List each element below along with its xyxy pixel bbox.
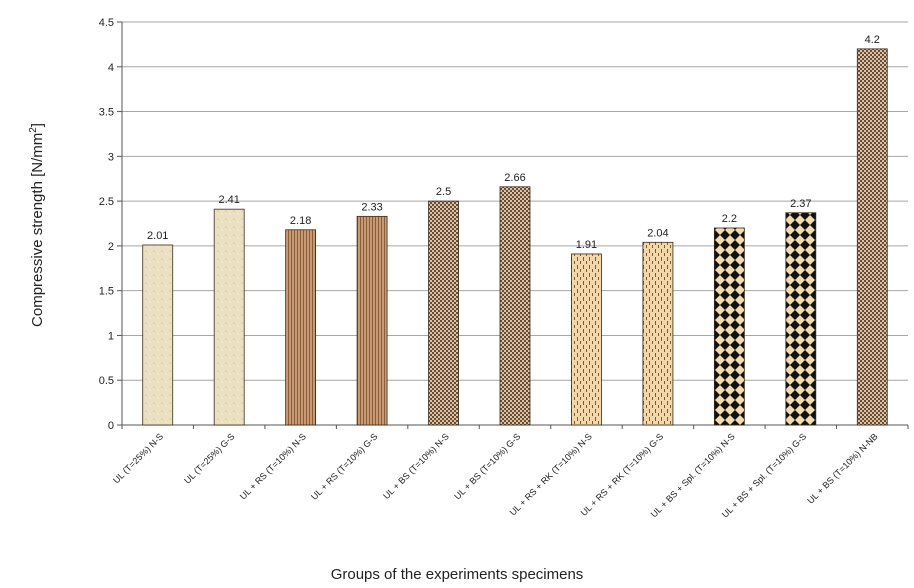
y-axis-title-wrap: Compressive strength [N/mm2] [0,0,60,430]
y-tick-label: 0.5 [99,375,114,387]
y-tick-label: 0 [108,420,114,432]
x-tick-label: UL (T=25%) G-S [182,431,236,485]
data-label: 2.41 [218,194,239,206]
y-tick-label: 1.5 [99,286,114,298]
data-label: 4.2 [865,34,880,46]
data-label: 2.04 [647,227,668,239]
bar [213,208,245,426]
bar [428,200,459,426]
y-axis-title-sup: 2 [28,127,39,133]
x-tick-label: UL + RS + RK (T=10%) N-S [508,431,594,517]
y-tick-label: 4 [108,62,114,74]
data-label: 1.91 [576,239,597,251]
data-label: 2.37 [790,198,811,210]
y-tick-label: 3.5 [99,107,114,119]
data-label: 2.01 [147,230,168,242]
y-tick-label: 2.5 [99,196,114,208]
x-tick-label: UL + BS + Spl. (T=10%) G-S [720,431,808,519]
bar [642,241,674,426]
y-tick-label: 1 [108,330,114,342]
y-tick-label: 2 [108,241,114,253]
data-label: 2.66 [504,172,525,184]
bar [785,212,817,426]
x-tick-label: UL + BS (T=10%) N-S [381,431,451,501]
bar [571,253,602,426]
x-tick-label: UL + RS + RK (T=10%) G-S [579,431,666,518]
data-label: 2.18 [290,215,311,227]
bar [713,227,745,426]
x-tick-label: UL + BS + Spl. (T=10%) N-S [649,431,737,519]
y-tick-label: 3 [108,151,114,163]
data-label: 2.5 [436,186,451,198]
y-tick-label: 4.5 [99,17,114,29]
x-tick-label: UL + RS (T=10%) N-S [238,431,308,501]
x-tick-label: UL + BS (T=10%) G-S [452,431,522,501]
y-axis-title-main: Compressive strength [N/mm [29,132,46,327]
x-tick-label: UL (T=25%) N-S [111,431,165,485]
bars [142,48,888,426]
y-axis-title: Compressive strength [N/mm2] [28,123,46,327]
x-tick-label: UL + RS (T=10%) G-S [309,431,380,502]
bar [142,244,174,426]
x-axis-title: Groups of the experiments specimens [330,566,584,583]
y-axis-title-end: ] [29,123,46,128]
bar [356,215,388,426]
data-label: 2.2 [722,213,737,225]
bar [856,48,888,426]
bar [499,186,531,426]
bar [285,229,317,426]
data-label: 2.33 [361,201,382,213]
x-tick-label: UL + BS (T=10%) N-NB [805,431,879,505]
